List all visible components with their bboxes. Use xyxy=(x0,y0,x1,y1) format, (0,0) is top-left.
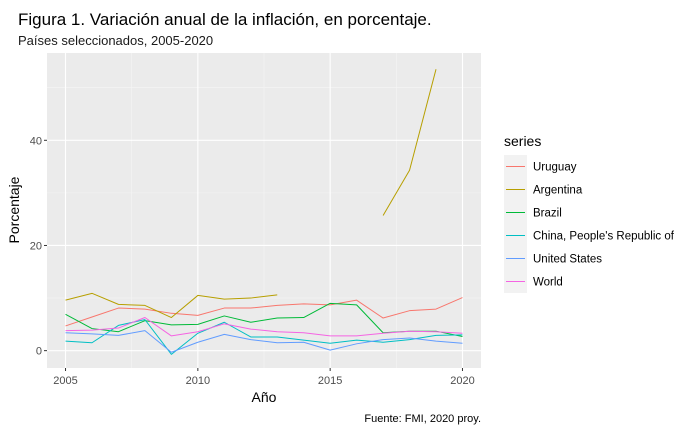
series-line-united-states xyxy=(65,330,463,353)
legend-label-argentina: Argentina xyxy=(533,185,583,197)
series-line-argentina xyxy=(382,69,437,216)
legend-label-uruguay: Uruguay xyxy=(533,162,577,174)
x-tick-label: 2015 xyxy=(318,375,342,387)
y-tick-label: 20 xyxy=(30,240,42,252)
source-caption: Fuente: FMI, 2020 proy. xyxy=(364,413,481,425)
series-line-uruguay xyxy=(65,297,463,327)
legend-label-united-states: United States xyxy=(533,254,602,266)
x-tick-label: 2010 xyxy=(186,375,210,387)
grid-lines xyxy=(47,53,481,368)
axis-ticks: 2005 2010 2015 2020 0 20 40 xyxy=(30,135,475,387)
series-line-world xyxy=(65,317,463,337)
y-tick-label: 40 xyxy=(30,135,42,147)
series-line-argentina xyxy=(65,292,278,319)
legend-title: series xyxy=(504,133,541,149)
x-tick-label: 2020 xyxy=(450,375,474,387)
x-tick-label: 2005 xyxy=(53,375,77,387)
series-lines xyxy=(65,69,463,355)
y-tick-label: 0 xyxy=(36,346,42,358)
legend-label-world: World xyxy=(533,277,563,289)
y-axis-title: Porcentaje xyxy=(6,176,22,243)
chart-title: Figura 1. Variación anual de la inflació… xyxy=(18,10,432,29)
legend: Uruguay Argentina Brazil China, People's Re… xyxy=(504,155,675,293)
x-axis-title: Año xyxy=(252,389,277,405)
chart-subtitle: Países seleccionados, 2005-2020 xyxy=(18,33,213,48)
legend-label-china-people-s-republic-of: China, People's Republic of xyxy=(533,231,675,243)
legend-label-brazil: Brazil xyxy=(533,208,562,220)
